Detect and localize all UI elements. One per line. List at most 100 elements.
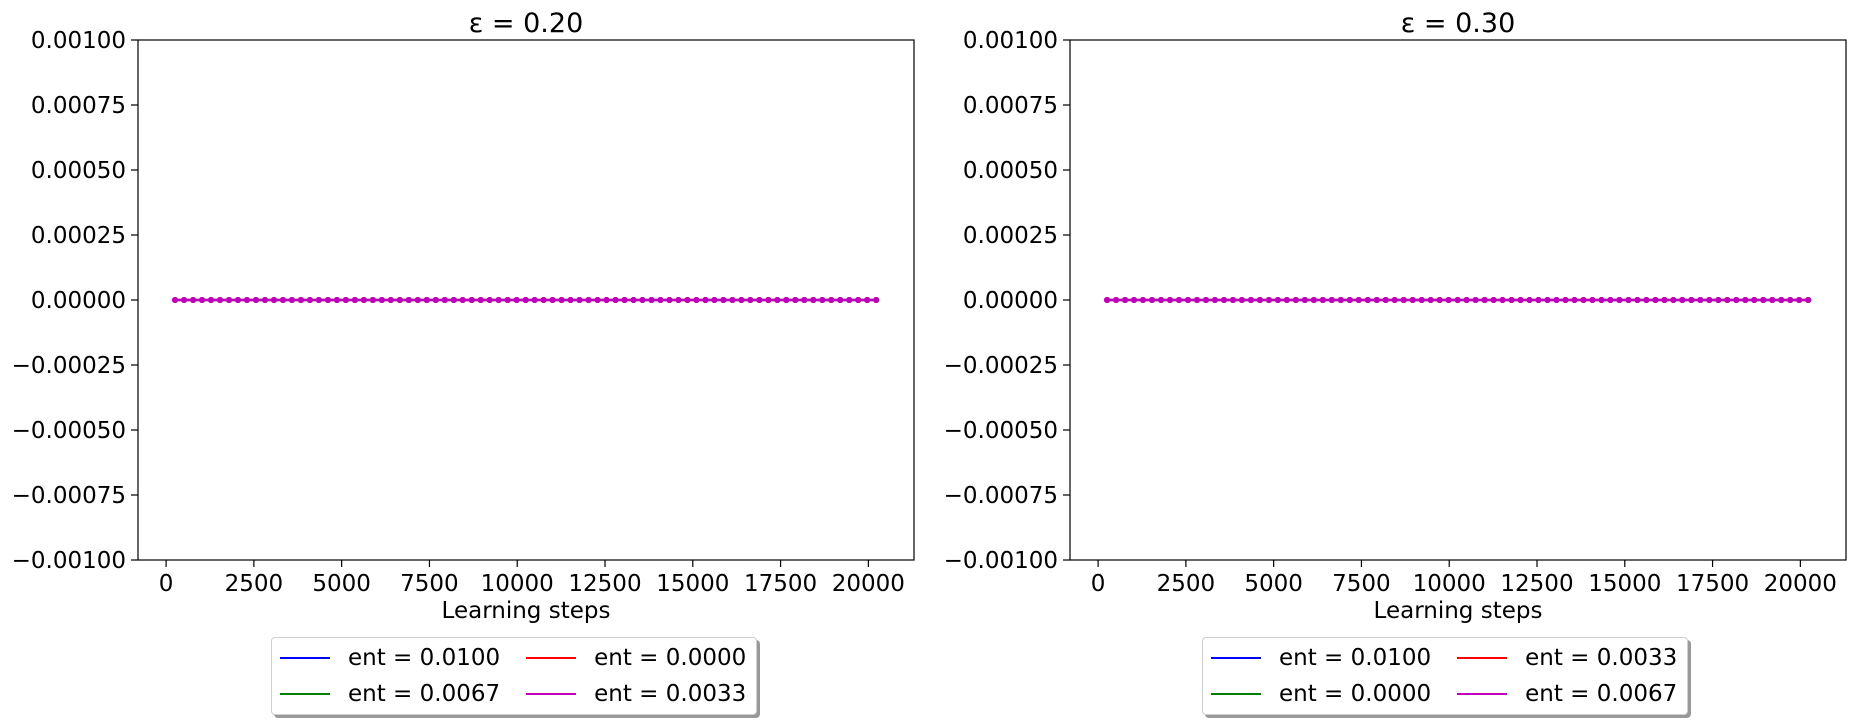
x-axis-label: Learning steps xyxy=(1374,598,1543,624)
data-point xyxy=(666,297,673,303)
data-point xyxy=(729,297,736,303)
data-point xyxy=(873,297,880,303)
legend-swatch xyxy=(1457,693,1508,695)
data-point xyxy=(540,297,547,303)
data-point xyxy=(1499,297,1506,303)
data-point xyxy=(1427,297,1434,303)
legend-right: ent = 0.0100 ent = 0.0033 ent = 0.0000 e… xyxy=(1202,637,1689,715)
data-point xyxy=(1643,297,1650,303)
data-point xyxy=(1697,297,1704,303)
data-point xyxy=(477,297,484,303)
data-point xyxy=(432,297,439,303)
data-point xyxy=(1167,297,1174,303)
data-point xyxy=(1724,297,1731,303)
data-point xyxy=(567,297,574,303)
data-point xyxy=(423,297,430,303)
data-point xyxy=(1265,297,1272,303)
x-tick-label: 7500 xyxy=(1332,571,1391,597)
data-point xyxy=(1247,297,1254,303)
data-point xyxy=(342,297,349,303)
data-point xyxy=(1769,297,1776,303)
data-point xyxy=(333,297,340,303)
data-point xyxy=(441,297,448,303)
legend-label: ent = 0.0100 xyxy=(1279,645,1432,671)
data-point xyxy=(1625,297,1632,303)
chart-title: ε = 0.30 xyxy=(1401,8,1516,39)
data-point xyxy=(1301,297,1308,303)
x-tick-label: 2500 xyxy=(1157,571,1216,597)
x-tick-label: 5000 xyxy=(312,571,371,597)
data-point xyxy=(172,297,179,303)
y-tick-label: 0.00000 xyxy=(31,288,126,314)
data-point xyxy=(208,297,215,303)
data-point xyxy=(513,297,520,303)
data-point xyxy=(1751,297,1758,303)
data-point xyxy=(657,297,664,303)
x-tick-label: 5000 xyxy=(1244,571,1303,597)
data-point xyxy=(1220,297,1227,303)
legend-label: ent = 0.0067 xyxy=(1525,681,1678,707)
data-point xyxy=(1131,297,1138,303)
legend-label: ent = 0.0100 xyxy=(348,645,501,671)
data-point xyxy=(684,297,691,303)
data-point xyxy=(1274,297,1281,303)
data-point xyxy=(1337,297,1344,303)
x-tick-label: 17500 xyxy=(1676,571,1749,597)
y-tick-label: −0.00075 xyxy=(12,483,126,509)
y-tick-label: −0.00100 xyxy=(944,548,1058,574)
data-point xyxy=(612,297,619,303)
data-point xyxy=(504,297,511,303)
data-point xyxy=(783,297,790,303)
data-point xyxy=(1229,297,1236,303)
legend-swatch xyxy=(280,693,330,695)
data-point xyxy=(1382,297,1389,303)
data-point xyxy=(1733,297,1740,303)
data-point xyxy=(1544,297,1551,303)
data-point xyxy=(1454,297,1461,303)
x-tick-label: 0 xyxy=(159,571,174,597)
y-tick-label: 0.00050 xyxy=(31,158,126,184)
data-point xyxy=(1679,297,1686,303)
data-point xyxy=(585,297,592,303)
y-tick-label: 0.00025 xyxy=(963,223,1058,249)
data-point xyxy=(846,297,853,303)
data-point xyxy=(711,297,718,303)
data-point xyxy=(576,297,583,303)
data-point xyxy=(792,297,799,303)
data-point xyxy=(1517,297,1524,303)
data-point xyxy=(1715,297,1722,303)
data-point xyxy=(1409,297,1416,303)
x-tick-label: 10000 xyxy=(481,571,554,597)
x-tick-label: 10000 xyxy=(1413,571,1486,597)
data-point xyxy=(1562,297,1569,303)
data-point xyxy=(630,297,637,303)
y-tick-label: 0.00025 xyxy=(31,223,126,249)
data-point xyxy=(1742,297,1749,303)
data-point xyxy=(1571,297,1578,303)
data-point xyxy=(1104,297,1111,303)
data-point xyxy=(199,297,206,303)
data-point xyxy=(459,297,466,303)
data-point xyxy=(243,297,250,303)
data-point xyxy=(549,297,556,303)
data-point xyxy=(1760,297,1767,303)
data-point xyxy=(765,297,772,303)
data-point xyxy=(1283,297,1290,303)
data-point xyxy=(855,297,862,303)
data-point xyxy=(594,297,601,303)
legend-entry: ent = 0.0000 xyxy=(526,641,746,675)
x-tick-label: 12500 xyxy=(568,571,641,597)
data-point xyxy=(693,297,700,303)
y-tick-label: 0.00100 xyxy=(31,28,126,54)
data-point xyxy=(675,297,682,303)
data-point xyxy=(819,297,826,303)
data-point xyxy=(378,297,385,303)
data-point xyxy=(351,297,358,303)
data-point xyxy=(1256,297,1263,303)
data-point xyxy=(1535,297,1542,303)
legend-entry: ent = 0.0033 xyxy=(1457,641,1677,675)
data-point xyxy=(450,297,457,303)
legend-left: ent = 0.0100 ent = 0.0000 ent = 0.0067 e… xyxy=(271,637,758,715)
x-tick-label: 2500 xyxy=(225,571,284,597)
data-point xyxy=(639,297,646,303)
